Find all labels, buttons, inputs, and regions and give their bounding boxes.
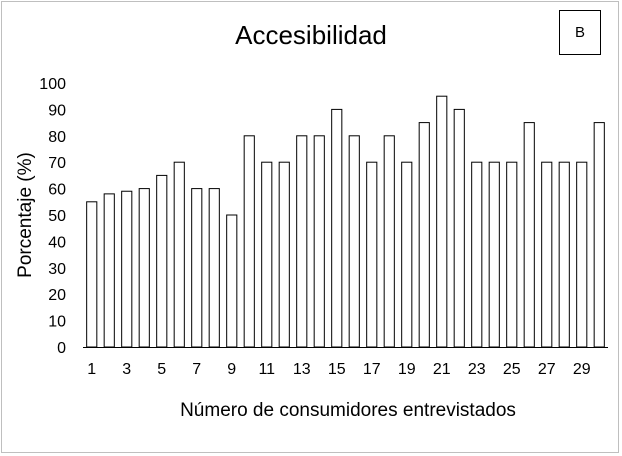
bar-22 — [453, 108, 465, 348]
y-tick-label: 90 — [48, 102, 66, 119]
y-tick-label: 20 — [48, 287, 66, 304]
bar-6 — [173, 161, 185, 348]
bar-1 — [86, 201, 98, 348]
bars — [86, 95, 605, 348]
bar-25 — [506, 161, 518, 348]
x-tick-label: 27 — [538, 361, 556, 378]
bar-21 — [436, 95, 448, 348]
bar-2 — [103, 193, 115, 348]
bar-17 — [366, 161, 378, 348]
x-tick-label: 1 — [87, 361, 96, 378]
bar-23 — [471, 161, 483, 348]
x-tick-label: 17 — [363, 361, 381, 378]
x-tick-label: 9 — [227, 361, 236, 378]
x-tick-labels: 1 3 5 7 9 11 13 15 17 19 21 23 25 27 29 — [87, 361, 590, 378]
y-tick-label: 10 — [48, 314, 66, 331]
bar-16 — [348, 135, 360, 348]
bar-30 — [593, 122, 605, 348]
bar-15 — [331, 108, 343, 348]
panel-label-box: B — [559, 10, 601, 55]
x-tick-label: 3 — [122, 361, 131, 378]
y-tick-label: 0 — [57, 340, 66, 357]
bar-29 — [576, 161, 588, 348]
bar-9 — [226, 214, 238, 348]
y-axis-label: Porcentaje (%) — [15, 152, 36, 278]
bar-10 — [243, 135, 255, 348]
panel-label: B — [574, 24, 585, 41]
bar-19 — [401, 161, 413, 348]
y-tick-label: 50 — [48, 208, 66, 225]
y-tick-label: 40 — [48, 234, 66, 251]
x-tick-label: 5 — [157, 361, 166, 378]
x-tick-label: 25 — [503, 361, 521, 378]
bar-13 — [296, 135, 308, 348]
y-tick-label: 80 — [48, 129, 66, 146]
x-tick-label: 23 — [468, 361, 486, 378]
x-tick-label: 19 — [398, 361, 416, 378]
x-tick-label: 7 — [192, 361, 201, 378]
bar-28 — [558, 161, 570, 348]
bar-27 — [541, 161, 553, 348]
bar-12 — [278, 161, 290, 348]
bar-5 — [156, 174, 168, 348]
y-tick-labels: 0 10 20 30 40 50 60 70 80 90 100 — [39, 76, 66, 357]
x-axis-label: Número de consumidores entrevistados — [180, 400, 516, 421]
bar-26 — [523, 122, 535, 348]
y-tick-label: 100 — [39, 76, 66, 93]
x-tick-label: 15 — [328, 361, 346, 378]
bar-4 — [138, 188, 150, 348]
x-tick-label: 11 — [258, 361, 275, 378]
chart-title: Accesibilidad — [235, 20, 387, 50]
bar-3 — [121, 190, 133, 348]
y-tick-label: 30 — [48, 261, 66, 278]
x-tick-label: 21 — [433, 361, 451, 378]
x-tick-label: 13 — [293, 361, 311, 378]
y-tick-label: 60 — [48, 182, 66, 199]
x-tick-label: 29 — [573, 361, 591, 378]
bar-18 — [383, 135, 395, 348]
y-tick-label: 70 — [48, 155, 66, 172]
bar-20 — [418, 122, 430, 348]
bar-14 — [313, 135, 325, 348]
bar-7 — [191, 188, 203, 348]
bar-24 — [488, 161, 500, 348]
bar-11 — [261, 161, 273, 348]
bar-8 — [208, 188, 220, 348]
